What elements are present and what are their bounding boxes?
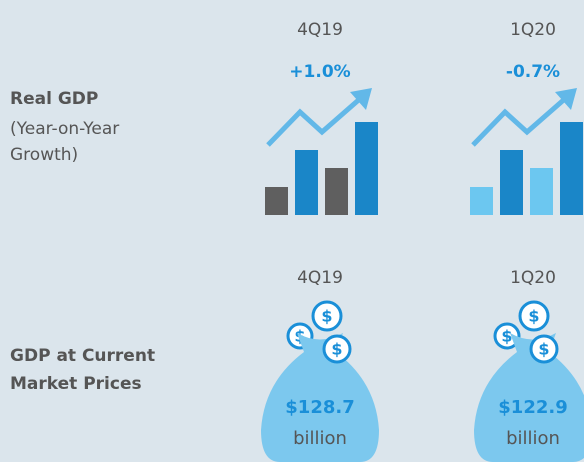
coin-symbol: $: [528, 307, 539, 326]
gdp-unit: billion: [260, 426, 380, 452]
coin-symbol: $: [321, 307, 332, 326]
period: 4Q19: [260, 17, 380, 43]
period: 1Q20: [473, 265, 584, 291]
row-sublabel: (Year-on-Year Growth): [10, 116, 150, 168]
gdp-value: $122.9: [473, 395, 584, 421]
growth-icon: [470, 88, 583, 215]
growth-value: -0.7%: [473, 59, 584, 85]
coin-symbol: $: [501, 327, 512, 346]
period: 1Q20: [473, 17, 584, 43]
row-label: Real GDP: [10, 86, 98, 112]
growth-icon: [265, 88, 378, 215]
growth-value: +1.0%: [260, 59, 380, 85]
infographic: $ $ $ $ $ $ Real GDP (Year-on-Year Growt…: [0, 0, 584, 462]
coin-symbol: $: [538, 340, 549, 359]
period: 4Q19: [260, 265, 380, 291]
row-label: GDP at Current Market Prices: [10, 342, 170, 398]
gdp-value: $128.7: [260, 395, 380, 421]
gdp-unit: billion: [473, 426, 584, 452]
coin-symbol: $: [331, 340, 342, 359]
